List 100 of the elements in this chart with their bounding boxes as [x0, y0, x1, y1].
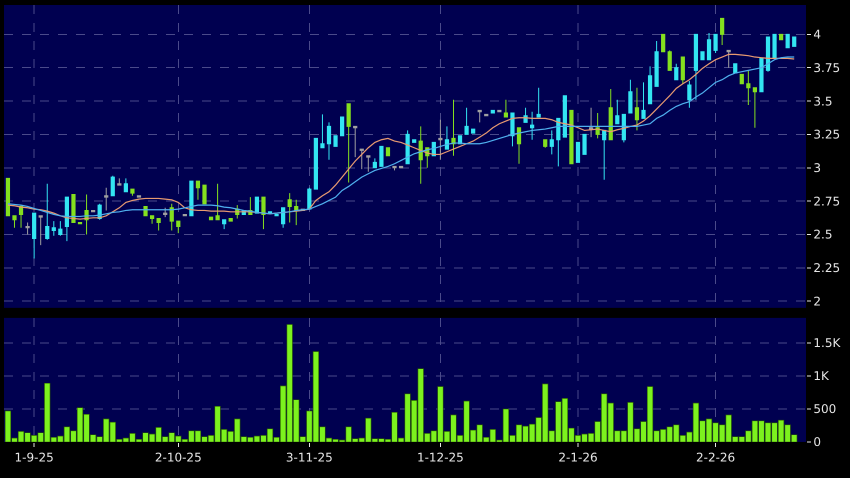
candlestick: [261, 196, 266, 230]
candlestick: [274, 214, 279, 216]
y-tick-label: 1K: [813, 369, 830, 384]
candlestick: [182, 214, 187, 216]
candlestick: [687, 80, 692, 108]
candlestick: [78, 222, 82, 224]
candlestick: [346, 103, 351, 183]
y-tick-label: 2: [813, 294, 822, 308]
y-tick-label: 2.75: [813, 194, 840, 208]
candlestick: [163, 207, 168, 218]
candlestick: [340, 116, 344, 136]
candlestick: [392, 166, 397, 171]
candlestick: [562, 95, 567, 138]
candlestick: [536, 87, 541, 118]
y-tick-label: 0: [813, 435, 822, 450]
candlestick: [694, 34, 698, 100]
candlestick: [556, 118, 560, 167]
candlestick: [412, 139, 416, 143]
candlestick: [582, 134, 587, 155]
candlestick: [654, 40, 659, 87]
candlestick: [674, 63, 678, 80]
candlestick: [490, 110, 495, 114]
candlestick: [216, 183, 220, 220]
candlestick: [726, 50, 731, 68]
candlestick: [752, 87, 757, 128]
y-tick-label: 3.5: [813, 94, 832, 108]
y-tick-label: 4: [813, 28, 822, 42]
candlestick: [150, 215, 154, 224]
candlestick: [366, 155, 370, 172]
candlestick: [202, 184, 207, 204]
candlestick: [170, 203, 174, 231]
candlestick: [32, 212, 36, 259]
candlestick: [333, 135, 338, 147]
candlestick: [628, 79, 632, 114]
candlestick: [733, 63, 738, 74]
candlestick: [18, 204, 24, 228]
candlestick: [156, 218, 161, 231]
candlestick: [464, 107, 469, 135]
candlestick: [720, 18, 724, 46]
candlestick: [786, 34, 790, 48]
candlestick: [6, 178, 10, 216]
x-tick-label: 1-12-25: [416, 450, 464, 464]
candlestick: [740, 74, 744, 84]
candlestick: [320, 114, 325, 148]
candlestick: [792, 36, 796, 47]
candlestick: [91, 210, 96, 212]
candlestick: [222, 219, 226, 230]
y-tick-label: 3.75: [813, 60, 840, 75]
candlestick: [360, 148, 364, 170]
candlestick: [228, 218, 233, 222]
candlestick: [38, 215, 43, 246]
candlestick: [438, 119, 442, 160]
candlestick: [418, 126, 423, 184]
candlestick: [58, 220, 62, 236]
candlestick: [372, 158, 377, 168]
candlestick: [596, 112, 600, 139]
candlestick: [588, 107, 594, 138]
candlestick: [602, 130, 606, 180]
candlestick: [530, 111, 534, 140]
candlestick: [444, 126, 450, 150]
candlestick: [543, 139, 548, 148]
candlestick: [45, 183, 50, 240]
candlestick: [326, 122, 332, 160]
y-tick-label: 2.5: [813, 228, 832, 242]
candlestick: [668, 50, 672, 71]
candlestick: [746, 70, 750, 106]
y-tick-label: 3: [813, 160, 822, 175]
candlestick: [772, 34, 777, 59]
candlestick: [504, 99, 508, 118]
candlestick: [641, 82, 646, 119]
candlestick: [516, 127, 522, 164]
candlestick: [569, 110, 574, 164]
candlestick: [706, 32, 712, 60]
candlestick: [713, 34, 718, 54]
candlestick: [576, 142, 580, 163]
candlestick: [130, 188, 135, 196]
candlestick: [608, 88, 613, 140]
x-tick-label: 2-10-25: [154, 450, 202, 464]
candlestick: [314, 138, 318, 190]
candlestick: [353, 126, 358, 158]
candlestick: [196, 180, 200, 200]
candlestick: [124, 178, 128, 192]
candlestick: [634, 87, 640, 131]
y-tick-label: 1.5K: [813, 336, 842, 350]
candlestick: [386, 147, 390, 156]
candlestick: [25, 222, 30, 235]
candlestick: [379, 146, 384, 167]
x-tick-label: 1-9-25: [14, 450, 54, 464]
candlestick: [615, 99, 620, 124]
candlestick: [176, 220, 180, 234]
x-tick-label: 2-1-26: [558, 450, 598, 464]
candlestick: [622, 114, 626, 143]
candlestick: [104, 187, 108, 211]
y-tick-label: 500: [813, 402, 836, 416]
candlestick: [661, 34, 666, 52]
candlestick: [12, 215, 17, 228]
candlestick: [648, 66, 652, 104]
y-tick-label: 3.25: [813, 128, 840, 142]
candlestick: [550, 130, 554, 155]
candlestick: [288, 192, 292, 223]
